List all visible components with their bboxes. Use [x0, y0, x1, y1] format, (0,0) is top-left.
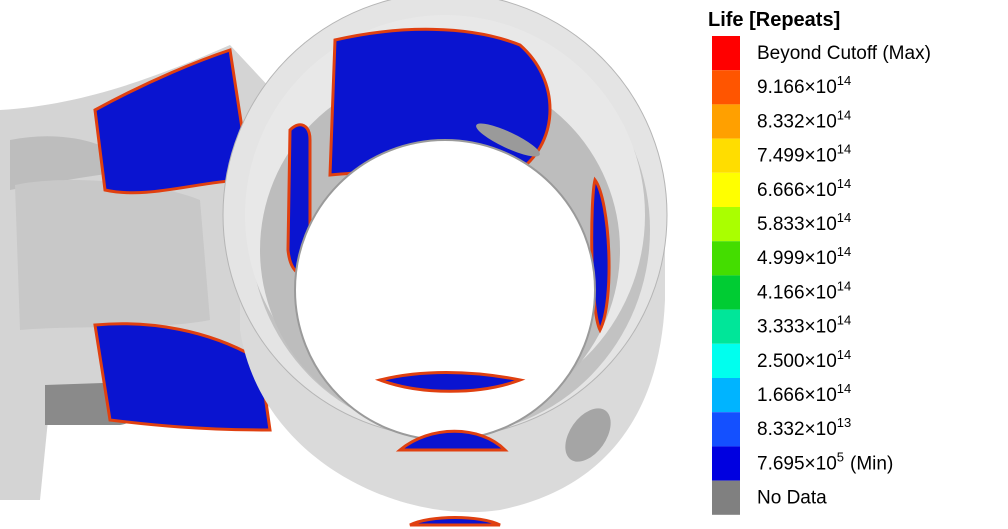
legend-label: 5.833×1014	[757, 210, 851, 235]
label-base: 9.166×10	[757, 77, 837, 98]
label-text: Beyond Cutoff (Max)	[757, 43, 931, 64]
label-base: 3.333×10	[757, 317, 837, 338]
label-base: 2.500×10	[757, 351, 837, 372]
legend-label: 7.695×105 (Min)	[757, 449, 893, 474]
legend-swatch	[712, 139, 740, 173]
legend-label: 4.999×1014	[757, 244, 851, 269]
legend-swatch	[712, 36, 740, 70]
legend-swatch	[712, 446, 740, 480]
legend-swatch	[712, 275, 740, 309]
label-exponent: 14	[837, 210, 851, 225]
label-exponent: 14	[837, 244, 851, 259]
legend-swatch	[712, 344, 740, 378]
label-base: 7.499×10	[757, 146, 837, 167]
label-exponent: 5	[837, 449, 844, 464]
legend-swatch	[712, 104, 740, 138]
legend-label: 8.332×1014	[757, 107, 851, 132]
legend-swatch	[712, 481, 740, 515]
label-exponent: 14	[837, 278, 851, 293]
label-exponent: 13	[837, 415, 851, 430]
label-base: 8.332×10	[757, 419, 837, 440]
legend-title: Life [Repeats]	[708, 9, 840, 31]
legend-label: 8.332×1013	[757, 415, 851, 440]
legend-swatch	[712, 378, 740, 412]
screenshot: Life [Repeats] Beyond Cutoff (Max) 9.166×…	[0, 0, 1008, 529]
legend-label: No Data	[757, 488, 827, 509]
legend-label: 9.166×1014	[757, 73, 851, 98]
legend-label: 4.166×1014	[757, 278, 851, 303]
legend-swatch	[712, 70, 740, 104]
contour	[95, 50, 250, 193]
legend: Beyond Cutoff (Max)9.166×10148.332×10147…	[712, 36, 931, 515]
label-exponent: 14	[837, 73, 851, 88]
legend-swatch	[712, 207, 740, 241]
bore-opening	[295, 140, 595, 440]
label-base: 7.695×10	[757, 453, 837, 474]
legend-swatch	[712, 173, 740, 207]
part-model	[0, 0, 667, 525]
contour	[410, 518, 500, 526]
label-exponent: 14	[837, 381, 851, 396]
legend-label: 3.333×1014	[757, 313, 851, 338]
label-base: 8.332×10	[757, 111, 837, 132]
label-base: 5.833×10	[757, 214, 837, 235]
legend-swatch	[712, 241, 740, 275]
label-base: 4.999×10	[757, 248, 837, 269]
legend-label: 6.666×1014	[757, 176, 851, 201]
legend-label: 7.499×1014	[757, 142, 851, 167]
legend-label: 2.500×1014	[757, 347, 851, 372]
label-base: 1.666×10	[757, 385, 837, 406]
legend-label: Beyond Cutoff (Max)	[757, 43, 931, 64]
label-base: 4.166×10	[757, 282, 837, 303]
legend-swatch	[712, 310, 740, 344]
legend-swatch	[712, 412, 740, 446]
arm-channel	[15, 180, 210, 330]
label-suffix: (Min)	[850, 453, 893, 474]
label-exponent: 14	[837, 313, 851, 328]
label-exponent: 14	[837, 142, 851, 157]
label-exponent: 14	[837, 176, 851, 191]
label-base: 6.666×10	[757, 180, 837, 201]
label-exponent: 14	[837, 107, 851, 122]
label-exponent: 14	[837, 347, 851, 362]
label-text: No Data	[757, 488, 827, 509]
legend-label: 1.666×1014	[757, 381, 851, 406]
